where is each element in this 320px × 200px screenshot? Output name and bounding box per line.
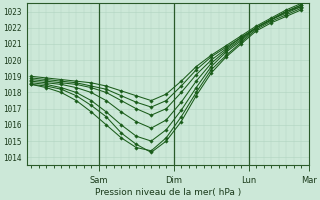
X-axis label: Pression niveau de la mer( hPa ): Pression niveau de la mer( hPa ) [95, 188, 241, 197]
